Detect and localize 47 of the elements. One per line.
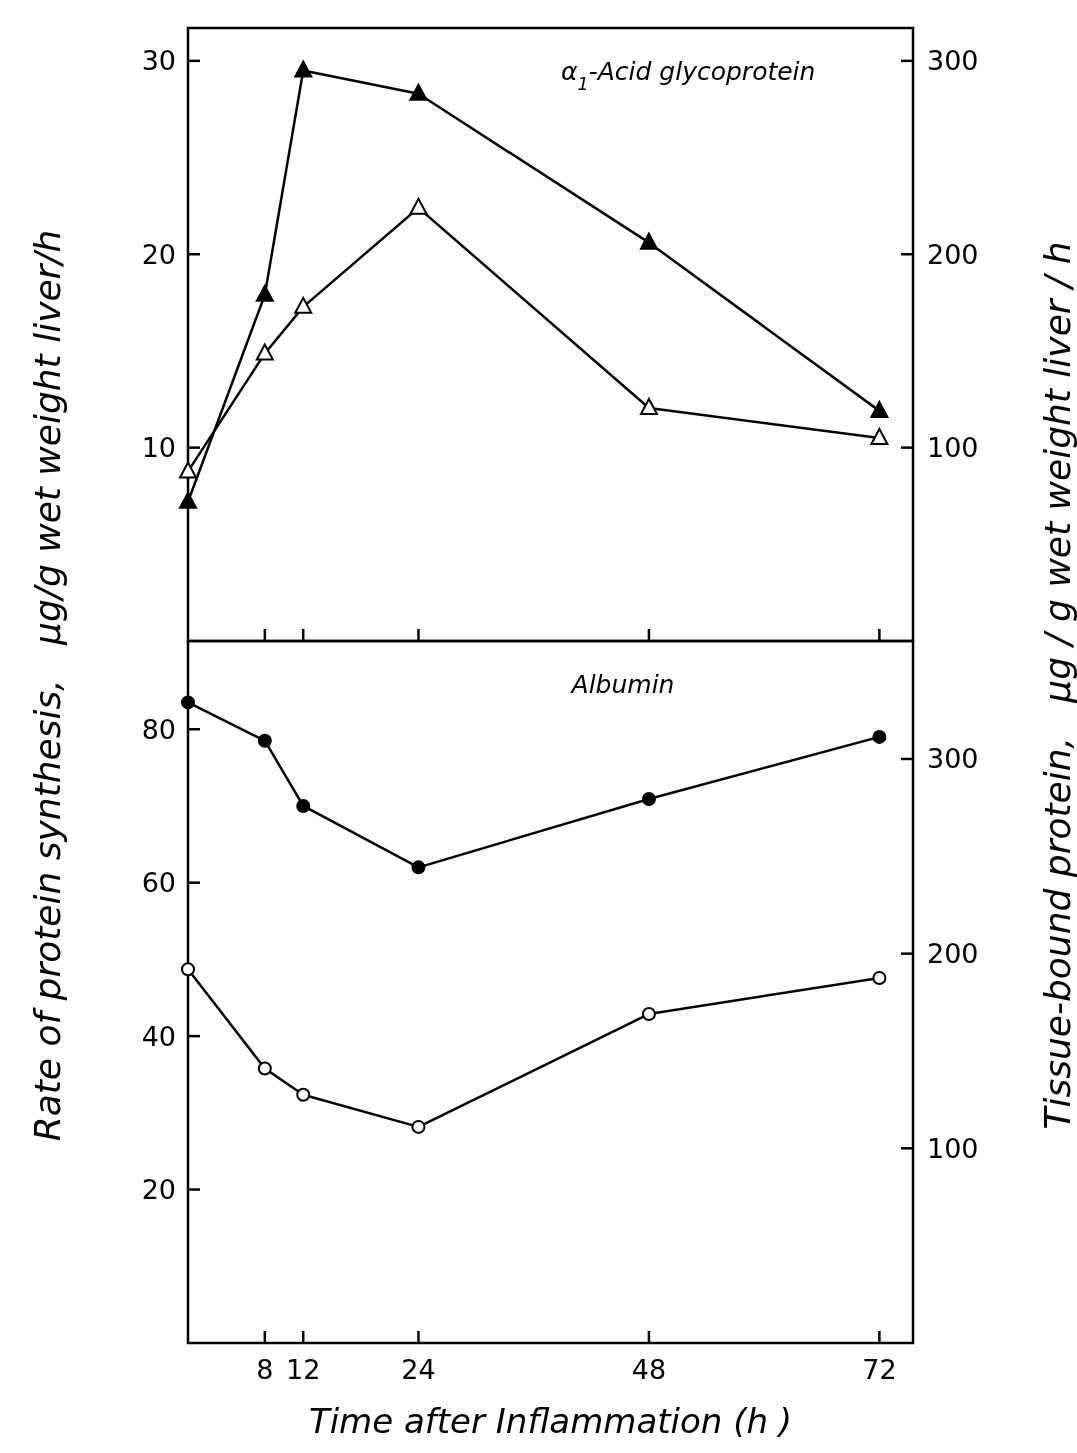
x-tick-label: 72 [862,1354,897,1385]
point [409,83,428,101]
point [641,792,656,807]
y2-axis-title: Tissue-bound protein, µg / g wet weight liver / h [1037,241,1077,1130]
point [257,1061,272,1076]
text: Albumin [569,670,675,699]
y-tick-label: 80 [141,713,176,745]
point [411,860,426,875]
y-tick-label: 20 [141,1174,176,1206]
point [294,60,313,78]
point [181,962,195,977]
y2-tick-label: 200 [927,938,979,970]
y2-tick-label: 100 [927,1132,979,1164]
point [296,1087,311,1102]
point [870,427,889,445]
point [872,970,887,985]
x-tick-label: 48 [631,1354,667,1385]
point [179,491,197,509]
point [639,232,658,250]
point [255,343,274,361]
x-tick-label: 24 [401,1354,436,1385]
y2-tick-label: 300 [927,743,979,775]
point [179,461,197,479]
point [411,1119,426,1134]
y2-tick-label: 300 [927,45,979,77]
point [870,400,889,418]
y-tick-label: 20 [141,238,176,270]
y-tick-label: 10 [141,432,176,464]
point [409,197,428,215]
y2-tick-label: 100 [927,432,979,464]
x-tick-label: 12 [286,1354,321,1385]
x-tick-label: 8 [256,1354,274,1385]
y-tick-label: 40 [141,1020,176,1052]
point [296,798,311,813]
y-tick-label: 60 [141,867,176,899]
text: α$_{1}$-Acid glycoprotein [561,57,816,94]
point [639,397,658,415]
point [294,296,313,314]
point [181,695,195,710]
point [257,733,272,748]
y2-tick-label: 200 [927,238,979,270]
point [872,729,887,744]
x-axis-title: Time after Inflammation (h ) [308,1401,793,1441]
y-tick-label: 30 [141,45,176,77]
y-axis-title: Rate of protein synthesis, µg/g wet weight liver/h [27,229,68,1142]
point [255,284,274,302]
point [641,1007,656,1021]
